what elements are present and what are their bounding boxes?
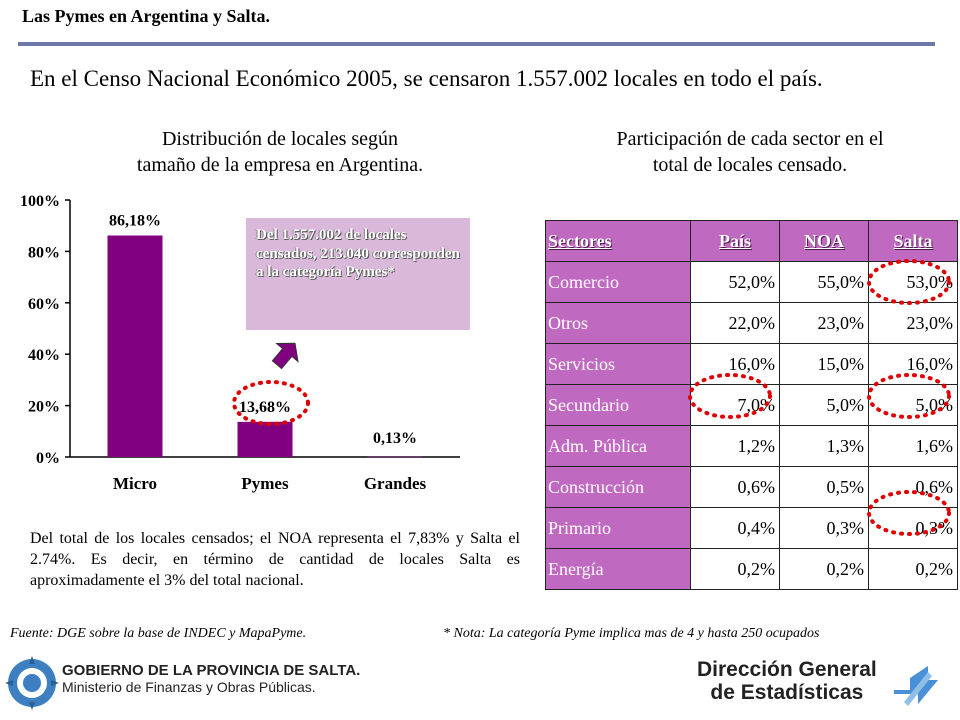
- sector-value-cell: 0,5%: [779, 466, 869, 508]
- sector-value-cell: 23,0%: [868, 302, 958, 344]
- sector-value-cell: 0,3%: [868, 507, 958, 549]
- salta-coat-of-arms-icon: [5, 656, 59, 710]
- data-label: 0,13%: [373, 430, 417, 447]
- dge-line1: Dirección General: [697, 658, 877, 681]
- sector-name-cell: Secundario: [545, 384, 691, 426]
- sector-name-cell: Construcción: [545, 466, 691, 508]
- bar-pymes: [237, 421, 293, 457]
- data-label: 86,18%: [109, 213, 161, 230]
- category-label: Pymes: [241, 474, 289, 493]
- up-right-arrow-icon: [271, 342, 299, 370]
- government-label: GOBIERNO DE LA PROVINCIA DE SALTA. Minis…: [62, 662, 360, 695]
- chart-subtitle-line1: Distribución de locales según: [161, 128, 399, 150]
- data-label: 13,68%: [239, 399, 291, 416]
- sector-name-cell: Energía: [545, 548, 691, 590]
- sector-value-cell: 16,0%: [868, 343, 958, 385]
- page-title: Las Pymes en Argentina y Salta.: [22, 6, 271, 26]
- sector-value-cell: 23,0%: [779, 302, 869, 344]
- sector-value-cell: 1,2%: [690, 425, 780, 467]
- census-statement: En el Censo Nacional Económico 2005, se …: [30, 66, 823, 91]
- table-row: Secundario 7,0% 5,0% 5,0%: [545, 384, 958, 426]
- y-tick-label: 100%: [20, 193, 60, 210]
- y-tick-label: 40%: [28, 347, 60, 364]
- sectors-table: Sectores País NOA Salta Comercio 52,0% 55,…: [545, 220, 958, 590]
- sector-value-cell: 1,6%: [868, 425, 958, 467]
- table-header-row: Sectores País NOA Salta: [545, 220, 958, 262]
- header-noa: NOA: [779, 220, 869, 262]
- chart-bars: [107, 235, 423, 458]
- source-note: Fuente: DGE sobre la base de INDEC y Map…: [10, 626, 307, 641]
- sector-name-cell: Comercio: [545, 261, 691, 303]
- table-subtitle-line1: Participación de cada sector en el: [616, 128, 884, 150]
- table-subtitle-line2: total de locales censado.: [652, 154, 848, 176]
- header-sectores: Sectores: [545, 220, 691, 262]
- callout-box: [246, 218, 470, 330]
- category-label: Micro: [113, 474, 157, 493]
- pyme-definition-note: * Nota: La categoría Pyme implica mas de…: [443, 626, 820, 641]
- sector-value-cell: 5,0%: [779, 384, 869, 426]
- sector-value-cell: 0,3%: [779, 507, 869, 549]
- government-line2: Ministerio de Finanzas y Obras Públicas.: [62, 679, 316, 695]
- sector-value-cell: 16,0%: [690, 343, 780, 385]
- table-row: Comercio 52,0% 55,0% 53,0%: [545, 261, 958, 303]
- sector-value-cell: 0,2%: [690, 548, 780, 590]
- callout-text: Del 1.557.002 de locales censados, 213.0…: [256, 227, 460, 280]
- dge-label: Dirección General de Estadísticas: [697, 658, 877, 704]
- chart-subtitle: Distribución de locales según tamaño de …: [80, 126, 480, 178]
- table-subtitle: Participación de cada sector en el total…: [545, 126, 955, 178]
- y-tick-label: 0%: [36, 450, 60, 467]
- sector-value-cell: 0,6%: [690, 466, 780, 508]
- y-tick-label: 60%: [28, 296, 60, 313]
- sector-name-cell: Adm. Pública: [545, 425, 691, 467]
- sector-value-cell: 53,0%: [868, 261, 958, 303]
- sector-name-cell: Servicios: [545, 343, 691, 385]
- bar-grandes: [367, 456, 423, 458]
- sector-value-cell: 55,0%: [779, 261, 869, 303]
- sector-value-cell: 0,2%: [779, 548, 869, 590]
- dge-line2: de Estadísticas: [710, 681, 864, 704]
- sector-value-cell: 7,0%: [690, 384, 780, 426]
- sector-name-cell: Otros: [545, 302, 691, 344]
- sector-value-cell: 0,4%: [690, 507, 780, 549]
- sector-value-cell: 0,6%: [868, 466, 958, 508]
- summary-note: Del total de los locales censados; el NO…: [30, 530, 520, 589]
- title-divider: [18, 42, 935, 46]
- dge-logo-icon: [894, 666, 938, 706]
- y-tick-label: 80%: [28, 244, 60, 261]
- table-row: Adm. Pública 1,2% 1,3% 1,6%: [545, 425, 958, 467]
- sector-value-cell: 5,0%: [868, 384, 958, 426]
- table-row: Energía 0,2% 0,2% 0,2%: [545, 548, 958, 590]
- sector-value-cell: 0,2%: [868, 548, 958, 590]
- table-row: Construcción 0,6% 0,5% 0,6%: [545, 466, 958, 508]
- bar-micro: [107, 235, 163, 457]
- table-row: Servicios 16,0% 15,0% 16,0%: [545, 343, 958, 385]
- sector-value-cell: 52,0%: [690, 261, 780, 303]
- sector-value-cell: 15,0%: [779, 343, 869, 385]
- table-row: Primario 0,4% 0,3% 0,3%: [545, 507, 958, 549]
- header-pais: País: [690, 220, 780, 262]
- sector-value-cell: 1,3%: [779, 425, 869, 467]
- sector-value-cell: 22,0%: [690, 302, 780, 344]
- table-row: Otros 22,0% 23,0% 23,0%: [545, 302, 958, 344]
- category-label: Grandes: [364, 474, 427, 493]
- header-salta: Salta: [868, 220, 958, 262]
- sector-name-cell: Primario: [545, 507, 691, 549]
- government-line1: GOBIERNO DE LA PROVINCIA DE SALTA.: [62, 662, 361, 679]
- chart-subtitle-line2: tamaño de la empresa en Argentina.: [136, 154, 424, 176]
- y-tick-label: 20%: [28, 399, 60, 416]
